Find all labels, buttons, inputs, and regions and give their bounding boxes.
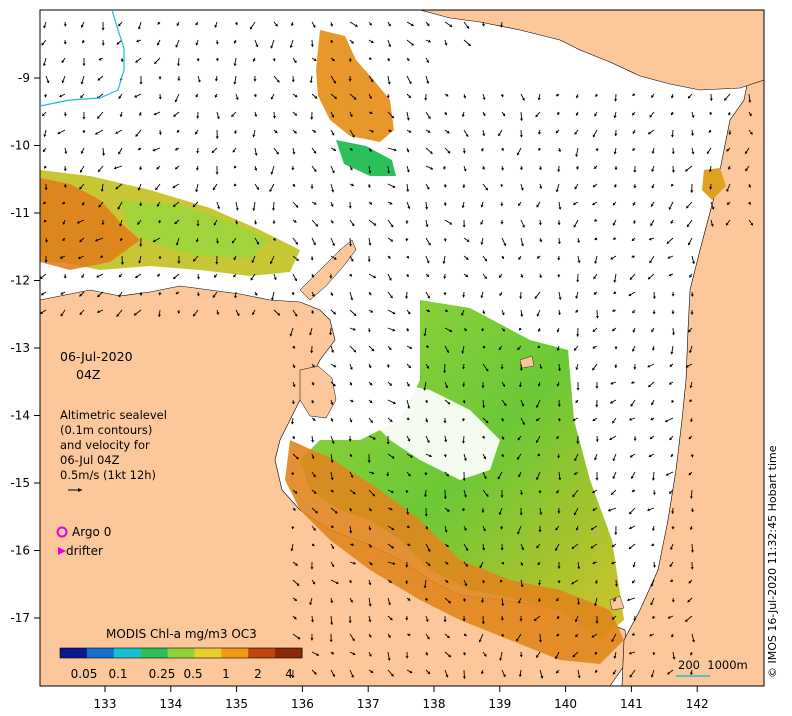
latitude-axis: -9 -10 -11 -12 -13 -14 -15 -16 -17 (10, 71, 40, 625)
colorbar-tick-label: 0.5 (183, 667, 202, 681)
colorbar-segment (87, 648, 114, 658)
colorbar-tick-label: 4 (285, 667, 293, 681)
lon-tick-label: 139 (488, 697, 511, 711)
colorbar-tick-label: 1 (222, 667, 230, 681)
lon-tick-label: 134 (159, 697, 182, 711)
argo-legend-label: Argo 0 (72, 525, 111, 539)
lat-tick-label: -15 (10, 476, 30, 490)
lon-tick-label: 135 (225, 697, 248, 711)
info-line-2: and velocity for (60, 438, 167, 453)
lat-tick-label: -14 (10, 409, 30, 423)
colorbar-tick-label: 0.1 (108, 667, 127, 681)
colorbar-segment (60, 648, 87, 658)
colorbar-tick-label: 2 (254, 667, 262, 681)
lon-tick-label: 133 (94, 697, 117, 711)
scale-bar-label: 200 1000m (678, 658, 748, 672)
colorbar-segment (114, 648, 141, 658)
colorbar-segment (168, 648, 195, 658)
credit-text: © IMOS 16-Jul-2020 11:32:45 Hobart time (766, 446, 779, 679)
lat-tick-label: -12 (10, 274, 30, 288)
lat-tick-label: -17 (10, 611, 30, 625)
longitude-axis: 133 134 135 136 137 138 139 140 141 142 (94, 686, 709, 711)
colorbar-tick-label: 0.05 (71, 667, 98, 681)
lat-tick-label: -10 (10, 139, 30, 153)
map-time-label: 04Z (76, 367, 100, 382)
info-line-4: 0.5m/s (1kt 12h) (60, 468, 167, 483)
colorbar-tick-label: 0.25 (149, 667, 176, 681)
lon-tick-label: 142 (686, 697, 709, 711)
info-text-block: Altimetric sealevel (0.1m contours) and … (60, 408, 167, 483)
drifter-legend-label: drifter (66, 544, 103, 558)
colorbar-segment (194, 648, 221, 658)
lon-tick-label: 138 (423, 697, 446, 711)
lon-tick-label: 141 (620, 697, 643, 711)
lat-tick-label: -9 (18, 71, 30, 85)
lon-tick-label: 136 (291, 697, 314, 711)
colorbar-segment (275, 648, 302, 658)
colorbar-segment (248, 648, 275, 658)
lat-tick-label: -13 (10, 341, 30, 355)
lat-tick-label: -16 (10, 544, 30, 558)
colorbar-segment (141, 648, 168, 658)
lon-tick-label: 140 (554, 697, 577, 711)
colorbar-segment (221, 648, 248, 658)
lat-tick-label: -11 (10, 206, 30, 220)
colorbar-title: MODIS Chl-a mg/m3 OC3 (106, 627, 257, 641)
map-date-label: 06-Jul-2020 (60, 349, 133, 364)
lon-tick-label: 137 (357, 697, 380, 711)
info-line-0: Altimetric sealevel (60, 408, 167, 423)
info-line-3: 06-Jul 04Z (60, 453, 167, 468)
info-line-1: (0.1m contours) (60, 423, 167, 438)
